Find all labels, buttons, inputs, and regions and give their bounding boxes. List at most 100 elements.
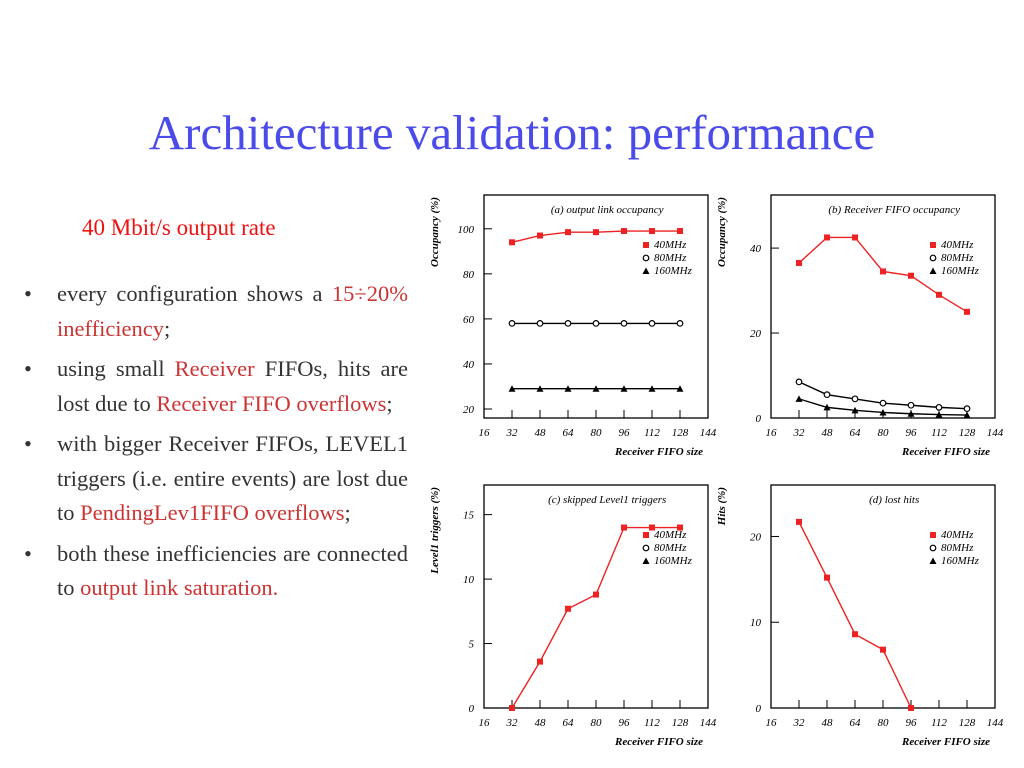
- marker: [648, 319, 656, 327]
- x-tick-label: 128: [959, 717, 976, 729]
- y-tick-label: 40: [750, 243, 762, 255]
- x-tick-label: 32: [793, 427, 806, 439]
- marker: [565, 605, 571, 612]
- y-axis-label: Hits (%): [716, 487, 728, 526]
- y-tick-label: 0: [469, 703, 475, 715]
- legend-label: 80MHz: [941, 252, 974, 264]
- x-tick-label: 96: [619, 427, 631, 439]
- bullet-text: Receiver FIFO overflows: [156, 390, 387, 416]
- bullet-text: ;: [386, 390, 393, 416]
- marker: [929, 557, 937, 564]
- x-tick-label: 80: [591, 427, 603, 439]
- x-tick-label: 144: [987, 427, 1004, 439]
- legend-label: 40MHz: [941, 529, 974, 541]
- marker: [508, 319, 516, 327]
- marker: [907, 401, 915, 409]
- marker: [824, 574, 830, 581]
- bullet: every configuration shows a 15÷20% ineff…: [20, 277, 408, 346]
- bullet-text: output link saturation.: [80, 575, 279, 600]
- legend-label: 80MHz: [654, 252, 687, 264]
- marker: [536, 385, 544, 392]
- x-tick-label: 80: [878, 717, 890, 729]
- legend-label: 160MHz: [654, 555, 693, 567]
- marker: [963, 411, 971, 419]
- marker: [908, 272, 914, 279]
- marker: [852, 234, 858, 241]
- marker: [935, 403, 943, 411]
- marker: [676, 385, 684, 392]
- y-tick-label: 80: [463, 269, 475, 281]
- y-tick-label: 100: [458, 224, 475, 236]
- x-tick-label: 64: [850, 717, 862, 729]
- legend-label: 80MHz: [941, 542, 974, 554]
- legend-label: 40MHz: [654, 239, 687, 251]
- marker: [509, 705, 515, 711]
- bullet-text: ;: [164, 315, 171, 341]
- marker: [936, 291, 942, 298]
- marker: [880, 268, 886, 275]
- marker: [795, 378, 803, 386]
- x-tick-label: 64: [850, 427, 862, 439]
- y-axis-label: Occupancy (%): [429, 197, 441, 267]
- marker: [676, 319, 684, 327]
- bullet-text: Receiver: [174, 356, 255, 381]
- x-tick-label: 32: [793, 717, 806, 729]
- marker: [907, 410, 915, 417]
- x-axis-label: Receiver FIFO size: [901, 736, 990, 748]
- subtitle: 40 Mbit/s output rate: [82, 215, 276, 240]
- x-tick-label: 112: [644, 427, 660, 439]
- bullet-text: using small: [57, 356, 175, 381]
- x-tick-label: 96: [906, 717, 918, 729]
- x-axis-label: Receiver FIFO size: [614, 446, 703, 458]
- x-tick-label: 48: [535, 717, 547, 729]
- y-tick-label: 0: [756, 413, 762, 425]
- marker: [796, 518, 802, 525]
- x-tick-label: 112: [931, 717, 947, 729]
- x-tick-label: 48: [535, 427, 547, 439]
- x-tick-label: 144: [987, 717, 1004, 729]
- chart: (d) lost hits Receiver FIFO size Hits (%) 1…: [716, 484, 1004, 748]
- marker: [823, 403, 831, 411]
- chart: (a) output link occupancy Receiver FIFO s…: [429, 194, 717, 458]
- x-tick-label: 128: [672, 717, 689, 729]
- marker: [592, 319, 600, 327]
- x-tick-label: 144: [700, 717, 717, 729]
- marker: [564, 385, 572, 392]
- x-tick-label: 128: [959, 427, 976, 439]
- marker: [795, 395, 803, 402]
- legend-label: 80MHz: [654, 542, 687, 554]
- plot-frame: [483, 194, 709, 419]
- marker: [964, 308, 970, 315]
- x-tick-label: 64: [563, 427, 575, 439]
- marker: [642, 557, 650, 564]
- bullet: using small Receiver FIFOs, hits are los…: [20, 352, 408, 421]
- marker: [851, 406, 859, 414]
- y-tick-label: 5: [469, 639, 475, 651]
- x-tick-label: 112: [644, 717, 660, 729]
- y-tick-label: 60: [463, 314, 475, 326]
- marker: [930, 532, 936, 538]
- marker: [593, 591, 599, 598]
- marker: [565, 229, 571, 236]
- x-tick-label: 48: [822, 717, 834, 729]
- marker: [929, 254, 937, 262]
- x-tick-label: 64: [563, 717, 575, 729]
- marker: [908, 705, 914, 711]
- marker: [537, 232, 543, 239]
- bullet-text: 15÷20% inefficiency: [57, 281, 408, 341]
- marker: [564, 319, 572, 327]
- x-tick-label: 16: [766, 427, 778, 439]
- bullet-text: every configuration shows a: [57, 281, 332, 306]
- marker: [823, 391, 831, 399]
- legend-label: 160MHz: [941, 555, 980, 567]
- marker: [536, 319, 544, 327]
- x-tick-label: 96: [619, 717, 631, 729]
- y-tick-label: 20: [750, 531, 762, 543]
- y-axis-label: Level1 triggers (%): [429, 487, 441, 575]
- marker: [935, 411, 943, 418]
- x-tick-label: 16: [479, 427, 491, 439]
- marker: [852, 631, 858, 638]
- marker: [642, 254, 650, 262]
- marker: [643, 242, 649, 248]
